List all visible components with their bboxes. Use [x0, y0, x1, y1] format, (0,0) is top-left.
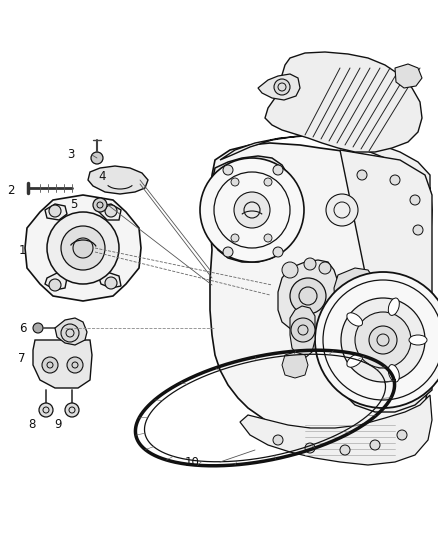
Polygon shape [210, 143, 432, 455]
Circle shape [304, 258, 316, 270]
Circle shape [355, 312, 411, 368]
Circle shape [105, 205, 117, 217]
Circle shape [264, 178, 272, 186]
Circle shape [390, 175, 400, 185]
Polygon shape [99, 272, 121, 288]
Circle shape [264, 234, 272, 242]
Polygon shape [210, 156, 290, 262]
Circle shape [39, 403, 53, 417]
Circle shape [93, 198, 107, 212]
Circle shape [305, 443, 315, 453]
Circle shape [340, 445, 350, 455]
Ellipse shape [347, 313, 363, 326]
Text: 9: 9 [54, 418, 62, 432]
Polygon shape [258, 74, 300, 100]
Circle shape [231, 234, 239, 242]
Text: 3: 3 [67, 149, 75, 161]
Circle shape [319, 262, 331, 274]
Circle shape [341, 298, 425, 382]
Text: 7: 7 [18, 351, 26, 365]
Polygon shape [88, 166, 148, 194]
Polygon shape [282, 352, 308, 378]
Circle shape [290, 278, 326, 314]
Text: 1: 1 [18, 244, 26, 256]
Ellipse shape [347, 354, 363, 367]
Circle shape [413, 225, 423, 235]
Circle shape [326, 194, 358, 226]
Circle shape [73, 238, 93, 258]
Circle shape [410, 195, 420, 205]
Polygon shape [45, 204, 67, 220]
Text: 8: 8 [28, 418, 35, 432]
Circle shape [291, 318, 315, 342]
Circle shape [223, 165, 233, 175]
Text: 10: 10 [184, 456, 199, 469]
Ellipse shape [409, 335, 427, 345]
Text: 5: 5 [71, 198, 78, 212]
Circle shape [61, 226, 105, 270]
Circle shape [315, 272, 438, 408]
Circle shape [67, 357, 83, 373]
Polygon shape [290, 306, 315, 358]
Circle shape [234, 192, 270, 228]
Circle shape [65, 403, 79, 417]
Circle shape [273, 247, 283, 257]
Polygon shape [265, 52, 422, 152]
Circle shape [61, 324, 79, 342]
Circle shape [273, 435, 283, 445]
Polygon shape [240, 395, 432, 465]
Circle shape [231, 178, 239, 186]
Circle shape [397, 430, 407, 440]
Circle shape [274, 79, 290, 95]
Polygon shape [395, 64, 422, 88]
Circle shape [47, 212, 119, 284]
Polygon shape [25, 195, 141, 301]
Circle shape [223, 247, 233, 257]
Circle shape [49, 279, 61, 291]
Circle shape [282, 262, 298, 278]
Ellipse shape [389, 298, 399, 316]
Polygon shape [99, 204, 121, 220]
Polygon shape [335, 150, 432, 412]
Circle shape [369, 326, 397, 354]
Polygon shape [45, 272, 67, 290]
Circle shape [33, 323, 43, 333]
Polygon shape [220, 135, 430, 198]
Circle shape [105, 277, 117, 289]
Circle shape [200, 158, 304, 262]
Text: 2: 2 [7, 183, 15, 197]
Circle shape [273, 165, 283, 175]
Text: 4: 4 [98, 171, 106, 183]
Circle shape [357, 170, 367, 180]
Polygon shape [33, 340, 92, 388]
Ellipse shape [389, 365, 399, 382]
Polygon shape [278, 260, 338, 332]
Circle shape [91, 152, 103, 164]
Text: 6: 6 [19, 321, 27, 335]
Circle shape [42, 357, 58, 373]
Polygon shape [55, 318, 87, 345]
Circle shape [49, 205, 61, 217]
Circle shape [370, 440, 380, 450]
Polygon shape [334, 268, 375, 312]
